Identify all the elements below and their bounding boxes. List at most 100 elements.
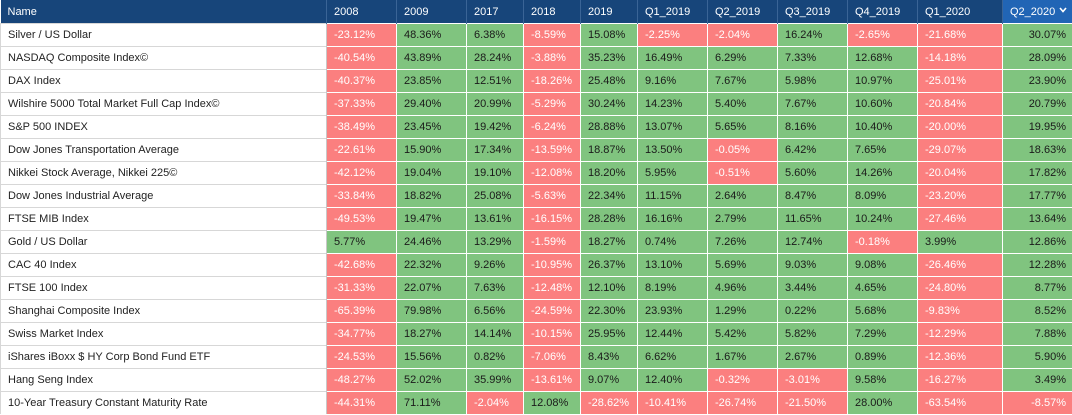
table-row[interactable]: CAC 40 Index -42.68% 22.32% 9.26% -10.95% 26.…: [0, 253, 1072, 277]
table-row[interactable]: S&P 500 INDEX -38.49% 23.45% 19.42% -6.24% 28…: [0, 115, 1072, 139]
value-cell: 2.64%: [707, 184, 778, 208]
value-cell: 6.29%: [707, 46, 778, 70]
value-cell: -12.08%: [523, 161, 581, 185]
value-cell: -13.61%: [523, 368, 581, 392]
column-header-q1-2020[interactable]: Q1_2020: [917, 0, 1003, 24]
value-cell: -27.46%: [917, 207, 1003, 231]
row-name-cell: FTSE MIB Index: [0, 207, 327, 231]
table-row[interactable]: Shanghai Composite Index -65.39% 79.98% 6.5…: [0, 299, 1072, 323]
value-cell: 25.95%: [580, 322, 638, 346]
table-row[interactable]: Wilshire 5000 Total Market Full Cap Inde…: [0, 92, 1072, 116]
column-header-label: Q2_2019: [715, 5, 761, 18]
value-cell: -2.04%: [707, 23, 778, 47]
column-header-2009[interactable]: 2009: [396, 0, 467, 24]
value-cell: -24.59%: [523, 299, 581, 323]
column-header-q4-2019[interactable]: Q4_2019: [847, 0, 918, 24]
value-cell: -33.84%: [326, 184, 397, 208]
value-cell: 29.40%: [396, 92, 467, 116]
table-row[interactable]: NASDAQ Composite Index© -40.54% 43.89% 28.2…: [0, 46, 1072, 70]
value-cell: 8.19%: [637, 276, 708, 300]
column-header-q2-2020[interactable]: Q2_2020: [1002, 0, 1072, 24]
column-header-q3-2019[interactable]: Q3_2019: [777, 0, 848, 24]
column-header-label: 2017: [474, 5, 499, 18]
column-header-label: Q1_2019: [645, 5, 691, 18]
table-row[interactable]: FTSE 100 Index -31.33% 22.07% 7.63% -12.48% 1…: [0, 276, 1072, 300]
value-cell: 7.33%: [777, 46, 848, 70]
value-cell: -0.05%: [707, 138, 778, 162]
value-cell: 10.60%: [847, 92, 918, 116]
value-cell: -5.29%: [523, 92, 581, 116]
row-name-cell: Dow Jones Transportation Average: [0, 138, 327, 162]
column-header-label: Q1_2020: [925, 5, 971, 18]
column-header-2019[interactable]: 2019: [580, 0, 638, 24]
value-cell: 5.95%: [637, 161, 708, 185]
table-row[interactable]: 10-Year Treasury Constant Maturity Rate -…: [0, 391, 1072, 414]
table-row[interactable]: Hang Seng Index -48.27% 52.02% 35.99% -13.61…: [0, 368, 1072, 392]
value-cell: -12.48%: [523, 276, 581, 300]
column-header-2018[interactable]: 2018: [523, 0, 581, 24]
value-cell: -3.01%: [777, 368, 848, 392]
value-cell: 23.93%: [637, 299, 708, 323]
value-cell: 6.38%: [466, 23, 524, 47]
table-row[interactable]: Swiss Market Index -34.77% 18.27% 14.14% -10…: [0, 322, 1072, 346]
column-header-name[interactable]: Name: [0, 0, 327, 24]
table-row[interactable]: DAX Index -40.37% 23.85% 12.51% -18.26% 25.48…: [0, 69, 1072, 93]
row-name-cell: Shanghai Composite Index: [0, 299, 327, 323]
value-cell: 0.82%: [466, 345, 524, 369]
table-row[interactable]: FTSE MIB Index -49.53% 19.47% 13.61% -16.15%…: [0, 207, 1072, 231]
value-cell: -6.24%: [523, 115, 581, 139]
row-name-cell: Swiss Market Index: [0, 322, 327, 346]
row-name-cell: NASDAQ Composite Index©: [0, 46, 327, 70]
value-cell: -23.20%: [917, 184, 1003, 208]
value-cell: 5.68%: [847, 299, 918, 323]
row-name-cell: S&P 500 INDEX: [0, 115, 327, 139]
value-cell: 43.89%: [396, 46, 467, 70]
value-cell: -65.39%: [326, 299, 397, 323]
value-cell: 9.03%: [777, 253, 848, 277]
value-cell: 19.47%: [396, 207, 467, 231]
column-header-q2-2019[interactable]: Q2_2019: [707, 0, 778, 24]
value-cell: 9.07%: [580, 368, 638, 392]
value-cell: -20.84%: [917, 92, 1003, 116]
row-name-cell: Nikkei Stock Average, Nikkei 225©: [0, 161, 327, 185]
value-cell: 6.62%: [637, 345, 708, 369]
table-row[interactable]: Nikkei Stock Average, Nikkei 225© -42.12%…: [0, 161, 1072, 185]
value-cell: -20.04%: [917, 161, 1003, 185]
value-cell: -13.59%: [523, 138, 581, 162]
value-cell: 18.27%: [580, 230, 638, 254]
value-cell: -20.00%: [917, 115, 1003, 139]
value-cell: 7.29%: [847, 322, 918, 346]
value-cell: 35.23%: [580, 46, 638, 70]
value-cell: 48.36%: [396, 23, 467, 47]
value-cell: 3.44%: [777, 276, 848, 300]
value-cell: 5.90%: [1002, 345, 1072, 369]
value-cell: -28.62%: [580, 391, 638, 414]
value-cell: -1.59%: [523, 230, 581, 254]
row-name-cell: Wilshire 5000 Total Market Full Cap Inde…: [0, 92, 327, 116]
table-row[interactable]: Dow Jones Transportation Average -22.61% 1…: [0, 138, 1072, 162]
column-header-2008[interactable]: 2008: [326, 0, 397, 24]
value-cell: -5.63%: [523, 184, 581, 208]
table-row[interactable]: iShares iBoxx $ HY Corp Bond Fund ETF -24…: [0, 345, 1072, 369]
value-cell: 5.98%: [777, 69, 848, 93]
table-row[interactable]: Silver / US Dollar -23.12% 48.36% 6.38% -8.5…: [0, 23, 1072, 47]
value-cell: 16.24%: [777, 23, 848, 47]
value-cell: -10.95%: [523, 253, 581, 277]
column-header-label: Name: [7, 5, 37, 18]
value-cell: 12.08%: [523, 391, 581, 414]
column-header-label: 2018: [531, 5, 556, 18]
table-row[interactable]: Dow Jones Industrial Average -33.84% 18.82…: [0, 184, 1072, 208]
value-cell: 5.69%: [707, 253, 778, 277]
value-cell: 10.40%: [847, 115, 918, 139]
value-cell: -10.41%: [637, 391, 708, 414]
value-cell: 28.00%: [847, 391, 918, 414]
column-header-q1-2019[interactable]: Q1_2019: [637, 0, 708, 24]
value-cell: -34.77%: [326, 322, 397, 346]
value-cell: 15.08%: [580, 23, 638, 47]
table-row[interactable]: Gold / US Dollar 5.77% 24.46% 13.29% -1.59% 1…: [0, 230, 1072, 254]
value-cell: 5.82%: [777, 322, 848, 346]
value-cell: 7.63%: [466, 276, 524, 300]
column-header-2017[interactable]: 2017: [466, 0, 524, 24]
value-cell: 9.26%: [466, 253, 524, 277]
value-cell: 24.46%: [396, 230, 467, 254]
